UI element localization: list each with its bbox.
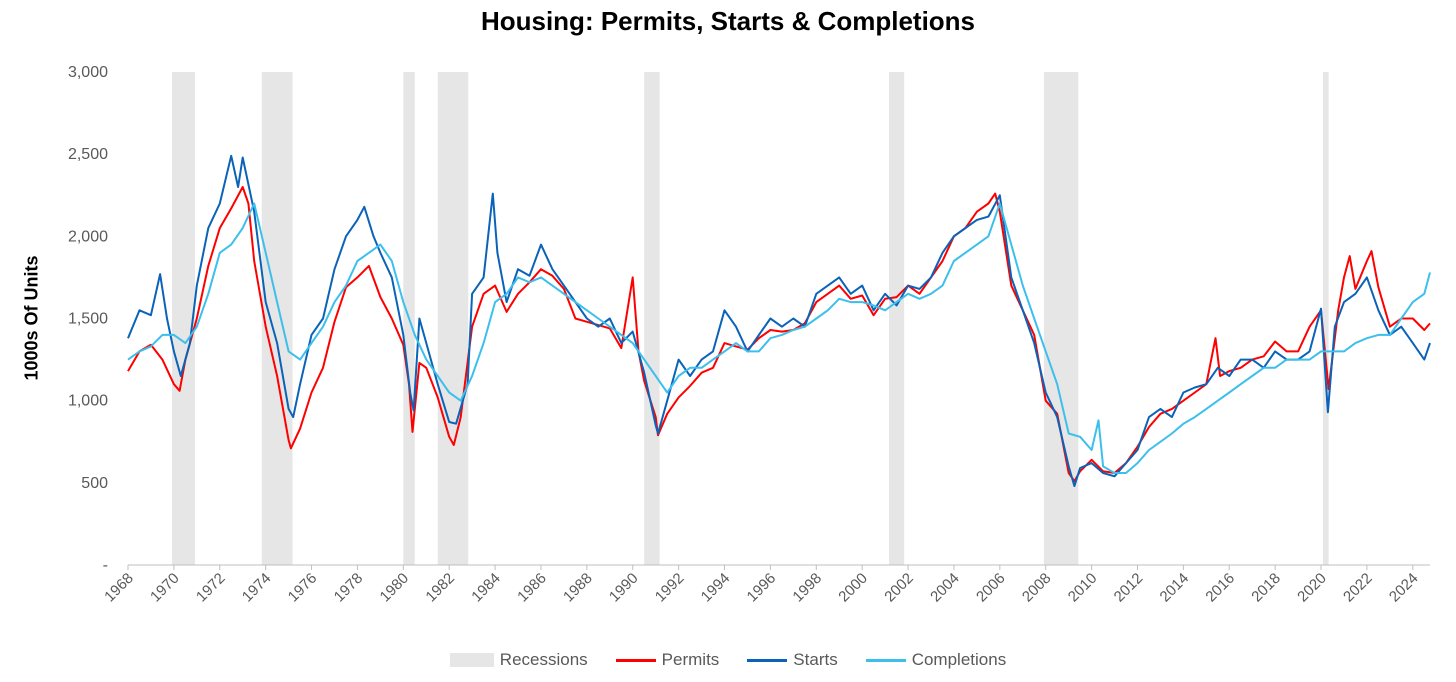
x-tick-label: 2022 [1340, 570, 1376, 606]
x-tick-label: 2014 [1157, 570, 1193, 606]
x-tick-label: 1992 [652, 570, 688, 606]
series-line-completions [127, 202, 1431, 474]
x-tick-label: 2018 [1248, 570, 1284, 606]
chart-title: Housing: Permits, Starts & Completions [480, 6, 976, 36]
x-tick-label: 2016 [1202, 570, 1238, 606]
x-tick-label: 2006 [973, 570, 1009, 606]
x-tick-label: 1970 [147, 570, 183, 606]
x-tick-label: 1986 [514, 570, 550, 606]
y-tick-label: 3,000 [68, 64, 108, 81]
chart-legend: Recessions Permits Starts Completions [0, 650, 1456, 670]
legend-swatch-completions [865, 658, 906, 662]
x-tick-label: 1990 [606, 570, 642, 606]
y-tick-label: 1,500 [68, 311, 108, 328]
x-tick-label: 1968 [101, 570, 137, 606]
y-tick-label: 500 [81, 475, 108, 492]
legend-item-starts: Starts [747, 650, 838, 670]
legend-swatch-starts [747, 658, 788, 662]
legend-label-starts: Starts [793, 650, 838, 669]
x-tick-label: 1984 [468, 570, 504, 606]
legend-label-completions: Completions [911, 650, 1007, 669]
series-line-starts [127, 154, 1431, 488]
x-tick-label: 1998 [789, 570, 825, 606]
x-tick-label: 1980 [377, 570, 413, 606]
y-tick-label: 2,000 [68, 228, 108, 245]
recession-band [437, 72, 469, 565]
recession-band [889, 72, 905, 565]
y-tick-labels: - 500 1,000 1,500 2,000 2,500 3,000 [68, 64, 108, 574]
legend-item-completions: Completions [865, 650, 1007, 670]
recession-bands [172, 72, 1329, 565]
x-tick-label: 1994 [698, 570, 734, 606]
x-tick-label: 2010 [1065, 570, 1101, 606]
legend-label-permits: Permits [661, 650, 720, 669]
x-tick-label: 2008 [1019, 570, 1055, 606]
x-tick-label: 1972 [193, 570, 229, 606]
x-tick-label: 2000 [835, 570, 871, 606]
recession-band [1043, 72, 1079, 565]
series-lines [127, 154, 1431, 488]
legend-swatch-recessions [449, 653, 494, 667]
x-tick-labels: 1968 1970 1972 1974 1976 1978 1980 1982 1984 1986… [101, 570, 1421, 606]
x-tick-label: 1996 [744, 570, 780, 606]
x-tick-label: 2020 [1294, 570, 1330, 606]
series-line-permits [127, 186, 1431, 483]
x-tick-label: 1976 [285, 570, 321, 606]
recession-band [172, 72, 195, 565]
legend-item-recessions: Recessions [449, 650, 588, 670]
x-tick-label: 1982 [422, 570, 458, 606]
x-tick-label: 2004 [927, 570, 963, 606]
axes [127, 564, 1430, 570]
legend-swatch-permits [615, 658, 656, 662]
recession-band [261, 72, 293, 565]
legend-item-permits: Permits [615, 650, 720, 670]
x-tick-label: 2002 [881, 570, 917, 606]
y-tick-label: 1,000 [68, 393, 108, 410]
legend-label-recessions: Recessions [499, 650, 588, 669]
x-tick-label: 1988 [560, 570, 596, 606]
y-tick-label: 2,500 [68, 146, 108, 163]
y-tick-label: - [103, 557, 108, 574]
x-tick-label: 1978 [331, 570, 367, 606]
recession-band [1322, 72, 1329, 565]
x-tick-label: 2024 [1386, 570, 1422, 606]
recession-band [644, 72, 660, 565]
x-tick-label: 1974 [239, 570, 275, 606]
x-tick-label: 2012 [1111, 570, 1147, 606]
